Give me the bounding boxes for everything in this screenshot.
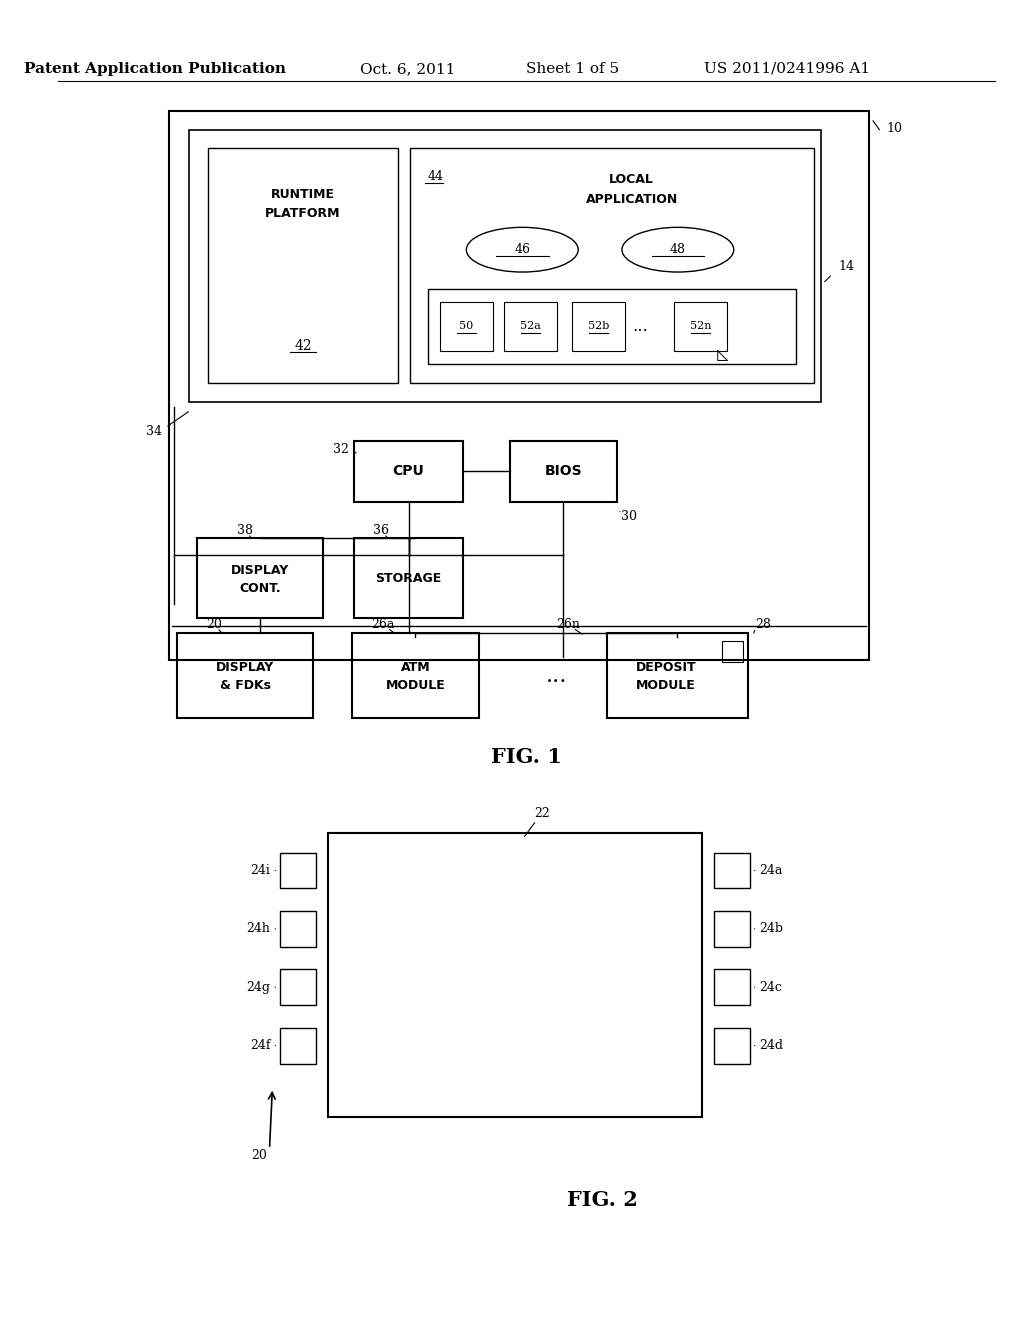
Text: 26n: 26n <box>556 619 580 631</box>
Bar <box>281 853 316 888</box>
Bar <box>714 911 750 946</box>
Text: CPU: CPU <box>392 465 424 478</box>
Text: & FDKs: & FDKs <box>220 678 270 692</box>
Text: DISPLAY: DISPLAY <box>230 564 289 577</box>
Text: 38: 38 <box>238 524 253 537</box>
Text: 48: 48 <box>670 243 686 256</box>
Text: FIG. 1: FIG. 1 <box>490 747 561 767</box>
Text: 32: 32 <box>334 442 349 455</box>
Text: 24c: 24c <box>760 981 782 994</box>
Bar <box>571 302 626 351</box>
Text: 52n: 52n <box>690 322 712 331</box>
Text: 24f: 24f <box>250 1039 270 1052</box>
Text: PLATFORM: PLATFORM <box>265 207 341 220</box>
Text: 52b: 52b <box>588 322 609 331</box>
Bar <box>188 131 821 403</box>
Bar <box>208 148 397 383</box>
Text: BIOS: BIOS <box>545 465 582 478</box>
Text: MODULE: MODULE <box>636 678 695 692</box>
Text: 24b: 24b <box>760 923 783 936</box>
Text: 42: 42 <box>294 339 312 352</box>
Bar <box>714 1027 750 1064</box>
Bar <box>714 853 750 888</box>
Bar <box>510 441 616 502</box>
Bar <box>504 302 557 351</box>
Bar <box>411 148 814 383</box>
Text: Patent Application Publication: Patent Application Publication <box>24 62 286 75</box>
Text: 36: 36 <box>374 524 389 537</box>
Text: DISPLAY: DISPLAY <box>216 661 274 675</box>
Text: 20: 20 <box>206 619 222 631</box>
Text: 24d: 24d <box>760 1039 783 1052</box>
Text: FIG. 2: FIG. 2 <box>566 1189 638 1209</box>
Text: ATM: ATM <box>400 661 430 675</box>
Bar <box>354 539 463 618</box>
Text: 24h: 24h <box>247 923 270 936</box>
Text: 34: 34 <box>145 425 162 438</box>
Text: 10: 10 <box>887 121 903 135</box>
Text: 28: 28 <box>756 619 771 631</box>
Bar <box>281 911 316 946</box>
Text: APPLICATION: APPLICATION <box>586 193 678 206</box>
Text: 50: 50 <box>459 322 473 331</box>
Text: CONT.: CONT. <box>239 582 281 594</box>
Text: 22: 22 <box>535 807 550 820</box>
Text: 24a: 24a <box>760 865 783 876</box>
Text: 24g: 24g <box>247 981 270 994</box>
Bar <box>722 640 743 661</box>
Text: RUNTIME: RUNTIME <box>271 187 335 201</box>
Text: MODULE: MODULE <box>385 678 445 692</box>
Bar <box>439 302 494 351</box>
Text: STORAGE: STORAGE <box>376 572 441 585</box>
Text: 26a: 26a <box>372 619 395 631</box>
Bar <box>674 302 727 351</box>
Bar <box>169 111 869 660</box>
Bar <box>197 539 323 618</box>
Text: LOCAL: LOCAL <box>609 173 654 186</box>
Text: ...: ... <box>546 664 567 686</box>
Text: 14: 14 <box>839 260 854 273</box>
Bar <box>607 632 748 718</box>
Bar <box>352 632 478 718</box>
Bar <box>281 969 316 1005</box>
Text: 24i: 24i <box>251 865 270 876</box>
Text: 52a: 52a <box>520 322 541 331</box>
Bar <box>177 632 313 718</box>
Bar <box>328 833 702 1117</box>
Text: US 2011/0241996 A1: US 2011/0241996 A1 <box>703 62 869 75</box>
Bar <box>281 1027 316 1064</box>
Bar <box>428 289 797 364</box>
Bar <box>354 441 463 502</box>
Text: Oct. 6, 2011: Oct. 6, 2011 <box>359 62 456 75</box>
Text: 30: 30 <box>622 510 638 523</box>
Text: Sheet 1 of 5: Sheet 1 of 5 <box>526 62 620 75</box>
Text: 20: 20 <box>251 1150 266 1163</box>
Text: 46: 46 <box>514 243 530 256</box>
Text: 44: 44 <box>428 170 444 183</box>
Text: ...: ... <box>632 318 648 335</box>
Text: DEPOSIT: DEPOSIT <box>635 661 696 675</box>
Bar <box>714 969 750 1005</box>
